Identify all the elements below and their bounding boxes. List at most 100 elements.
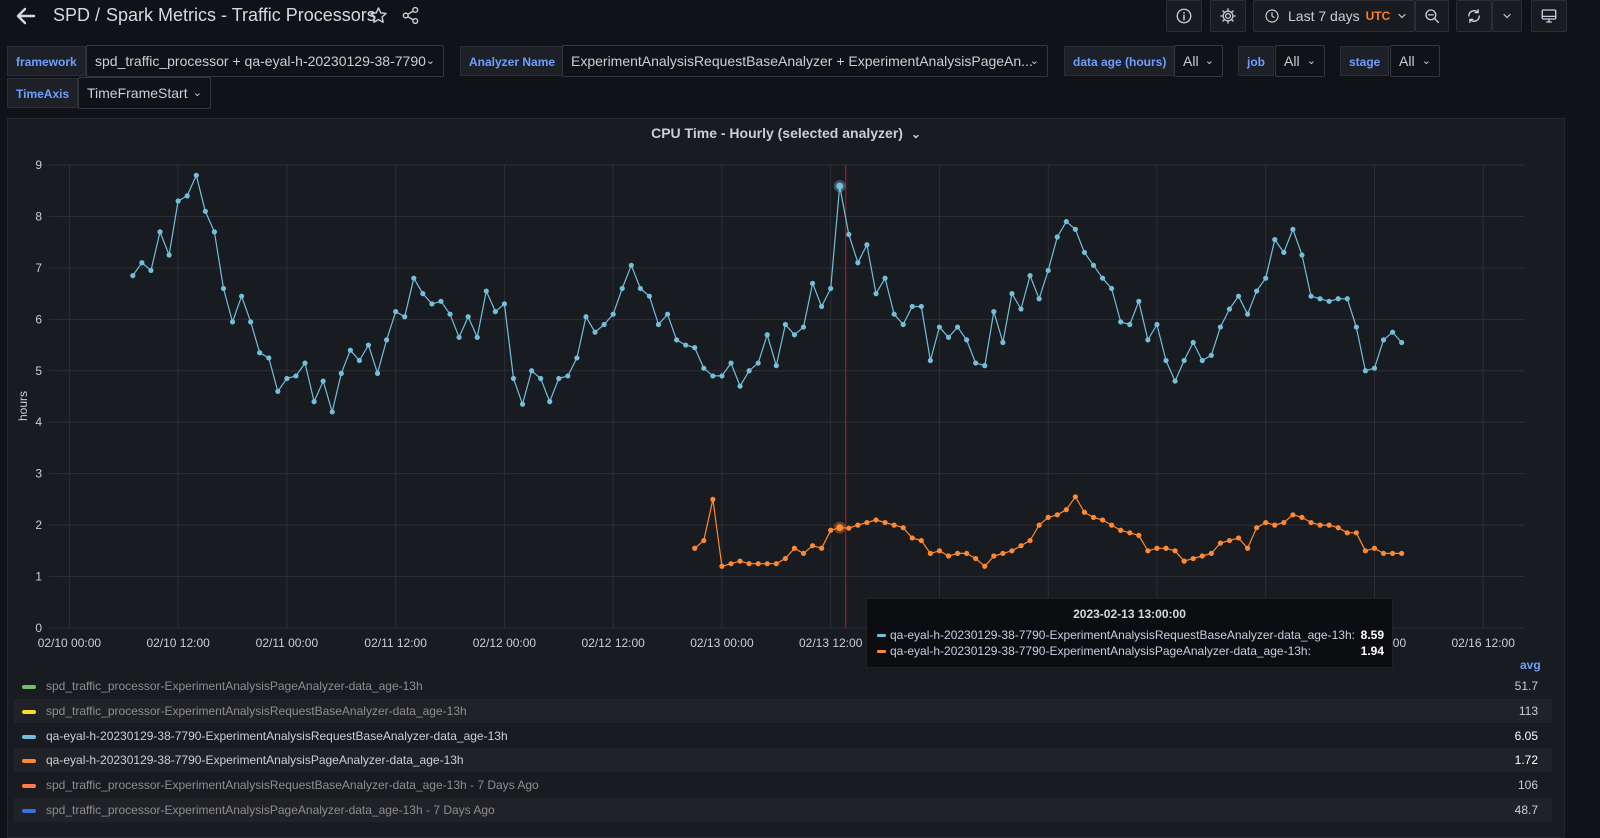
variable-label-framework: framework xyxy=(7,46,86,76)
page-title[interactable]: Spark Metrics - Traffic Processors xyxy=(106,5,376,25)
data-point xyxy=(1063,507,1069,513)
data-point xyxy=(402,314,408,320)
timezone-badge: UTC xyxy=(1365,9,1391,23)
data-point xyxy=(519,401,526,407)
arrow-left-icon[interactable] xyxy=(14,4,38,28)
data-point xyxy=(1172,548,1178,554)
legend-series-avg: 106 xyxy=(1517,778,1538,792)
legend-item[interactable]: spd_traffic_processor-ExperimentAnalysis… xyxy=(14,674,1552,698)
legend-series-name[interactable]: spd_traffic_processor-ExperimentAnalysis… xyxy=(46,679,423,693)
legend-item[interactable]: spd_traffic_processor-ExperimentAnalysis… xyxy=(14,699,1552,723)
legend-item[interactable]: spd_traffic_processor-ExperimentAnalysis… xyxy=(14,773,1552,797)
cpu-time-chart[interactable]: 0 1 2 3 4 5 6 7 8 9 02/10 00:00 02/10 12:00 02/11 0… xyxy=(0,0,1600,660)
data-point xyxy=(719,563,725,569)
breadcrumb-org[interactable]: SPD xyxy=(53,5,91,25)
tv-mode-button[interactable] xyxy=(1531,0,1567,32)
x-tick-label: 02/12 12:00 xyxy=(581,636,645,650)
data-point xyxy=(374,370,381,376)
data-point xyxy=(1244,545,1251,551)
legend-item[interactable]: qa-eyal-h-20230129-38-7790-ExperimentAna… xyxy=(14,724,1552,748)
data-point xyxy=(592,329,598,335)
data-point xyxy=(1054,512,1060,518)
zoom-out-button[interactable] xyxy=(1415,0,1449,32)
data-point xyxy=(1226,306,1233,312)
star-icon[interactable] xyxy=(369,6,388,25)
data-point xyxy=(927,357,933,364)
data-point xyxy=(1009,291,1015,297)
variable-select-stage[interactable]: All ⌄ xyxy=(1390,45,1440,77)
data-point xyxy=(1235,535,1242,541)
legend-item[interactable]: qa-eyal-h-20230129-38-7790-ExperimentAna… xyxy=(14,748,1552,772)
y-axis-label: hours xyxy=(16,391,30,421)
tooltip-series-swatch xyxy=(877,634,886,638)
data-point xyxy=(1362,368,1368,374)
variable-select-framework[interactable]: spd_traffic_processor + qa-eyal-h-202301… xyxy=(86,45,444,77)
tooltip-series-value: 8.59 xyxy=(1360,628,1384,642)
legend-avg-header[interactable]: avg xyxy=(1520,658,1541,672)
data-point xyxy=(1163,545,1169,551)
dashboard-info-button[interactable] xyxy=(1166,0,1202,32)
zoom-out-icon xyxy=(1425,9,1440,24)
data-point xyxy=(492,309,498,315)
data-point xyxy=(1272,236,1278,243)
data-point xyxy=(728,360,734,366)
data-point xyxy=(311,399,317,405)
variable-select-analyzer-name[interactable]: ExperimentAnalysisRequestBaseAnalyzer + … xyxy=(562,45,1048,77)
data-point xyxy=(1154,321,1160,328)
data-point xyxy=(918,537,924,544)
data-point xyxy=(447,311,453,317)
data-point xyxy=(1254,288,1260,294)
legend-series-swatch[interactable] xyxy=(22,709,36,714)
tooltip-row: qa-eyal-h-20230129-38-7790-ExperimentAna… xyxy=(877,644,1384,660)
legend-series-swatch[interactable] xyxy=(22,808,36,813)
data-point xyxy=(547,399,553,405)
data-point xyxy=(1081,509,1088,515)
chart-grid xyxy=(49,164,1524,629)
series-layer xyxy=(130,172,1405,569)
refresh-interval-dropdown[interactable] xyxy=(1492,0,1522,32)
data-point xyxy=(1326,522,1332,528)
data-point xyxy=(411,275,417,281)
gear-icon xyxy=(1220,8,1236,24)
data-point xyxy=(583,314,589,320)
data-point xyxy=(1344,296,1350,302)
legend-series-name[interactable]: spd_traffic_processor-ExperimentAnalysis… xyxy=(46,778,539,792)
x-tick-label: 02/10 00:00 xyxy=(38,636,102,650)
legend-series-swatch[interactable] xyxy=(22,684,36,689)
dashboard-header: SPD / Spark Metrics - Traffic Processors… xyxy=(0,0,1600,32)
data-point xyxy=(574,355,580,361)
variable-select-timeaxis[interactable]: TimeFrameStart ⌄ xyxy=(78,77,211,109)
legend-series-name[interactable]: spd_traffic_processor-ExperimentAnalysis… xyxy=(46,803,495,817)
data-point xyxy=(1072,494,1078,500)
variable-select-data-age[interactable]: All ⌄ xyxy=(1174,45,1223,77)
data-point xyxy=(973,360,979,366)
data-point xyxy=(809,280,816,286)
refresh-button[interactable] xyxy=(1456,0,1492,32)
share-icon[interactable] xyxy=(401,6,420,25)
legend-series-name[interactable]: spd_traffic_processor-ExperimentAnalysis… xyxy=(46,704,467,718)
series-line-1 xyxy=(132,174,1403,413)
legend-series-swatch[interactable] xyxy=(22,734,36,739)
data-point xyxy=(927,550,933,557)
data-point xyxy=(692,545,698,551)
legend-series-swatch[interactable] xyxy=(22,783,36,788)
data-point xyxy=(855,522,861,528)
data-point xyxy=(1181,357,1187,364)
data-point xyxy=(1072,226,1078,232)
time-range-picker[interactable]: Last 7 days UTC xyxy=(1253,0,1415,32)
panel-title-menu[interactable]: CPU Time - Hourly (selected analyzer) ⌄ xyxy=(8,125,1564,141)
y-tick-label: 4 xyxy=(35,415,42,429)
legend-series-name[interactable]: qa-eyal-h-20230129-38-7790-ExperimentAna… xyxy=(46,753,464,767)
chevron-down-icon: ⌄ xyxy=(1306,55,1316,67)
data-point xyxy=(248,319,254,325)
data-point xyxy=(556,375,562,382)
data-point xyxy=(429,301,435,307)
data-point xyxy=(1399,339,1405,346)
legend-item[interactable]: spd_traffic_processor-ExperimentAnalysis… xyxy=(14,798,1552,822)
legend-series-name[interactable]: qa-eyal-h-20230129-38-7790-ExperimentAna… xyxy=(46,729,508,743)
y-tick-label: 9 xyxy=(35,158,42,172)
dashboard-settings-button[interactable] xyxy=(1210,0,1246,32)
variable-select-job[interactable]: All ⌄ xyxy=(1275,45,1325,77)
legend-series-swatch[interactable] xyxy=(22,758,36,763)
data-point xyxy=(501,301,508,307)
